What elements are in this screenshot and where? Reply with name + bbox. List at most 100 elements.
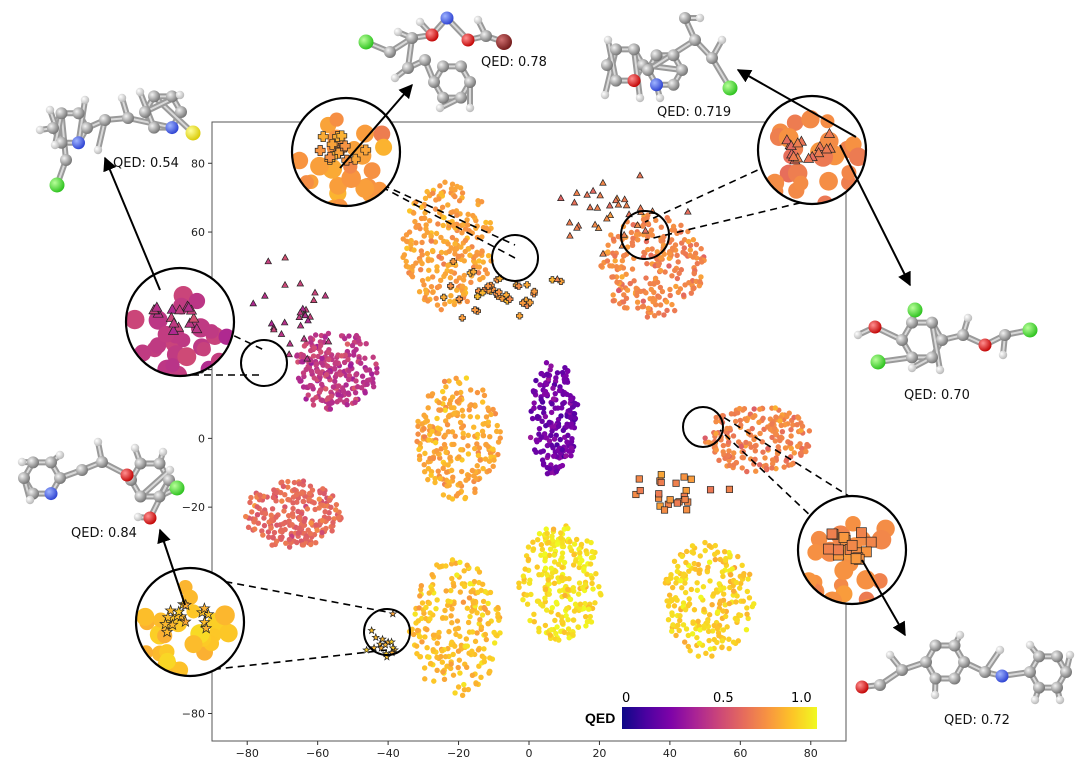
cluster-8-point	[570, 631, 576, 638]
cluster-7-point	[270, 535, 276, 541]
cluster-10-point	[455, 684, 462, 690]
cluster-2-point	[648, 252, 654, 258]
cluster-5-point	[458, 425, 465, 431]
atom-h	[117, 93, 127, 103]
cluster-7-point	[290, 505, 296, 512]
molecule-6	[855, 630, 1075, 705]
square-marker	[655, 490, 663, 498]
cluster-2-point	[647, 230, 653, 236]
cluster-5-point	[487, 433, 493, 440]
cluster-4-point	[548, 409, 555, 416]
inset-point	[196, 342, 211, 357]
cluster-8-point	[584, 619, 591, 625]
plus-marker	[471, 306, 479, 314]
inset-border	[134, 566, 246, 678]
cluster-6-point	[760, 415, 766, 422]
atom-c	[406, 32, 418, 44]
cluster-7-point	[247, 499, 253, 506]
cluster-5-point	[450, 474, 456, 480]
cluster-9-point	[702, 547, 708, 554]
cluster-1-point	[403, 232, 410, 238]
cluster-2-point	[686, 280, 692, 286]
cluster-10-point	[475, 589, 481, 596]
cluster-5-point	[447, 455, 453, 461]
cluster-4-point	[553, 468, 560, 475]
bond-highlight	[139, 469, 171, 498]
cluster-6-point	[806, 428, 813, 434]
cluster-1-point	[429, 274, 436, 280]
cluster-9-point	[721, 548, 728, 555]
cluster-9-point	[703, 650, 709, 657]
cluster-5-point	[474, 441, 480, 447]
cluster-9-point	[735, 553, 741, 560]
cluster-4-point	[551, 436, 558, 442]
cluster-9-point	[719, 638, 725, 644]
cluster-9-point	[698, 594, 704, 601]
atom-c	[896, 334, 908, 346]
cluster-1-point	[446, 248, 452, 255]
cluster-4-point	[538, 434, 545, 441]
cluster-4-point	[550, 396, 557, 402]
cluster-4-point	[560, 427, 566, 434]
cluster-9-point	[670, 622, 676, 628]
cluster-2-point	[620, 253, 627, 259]
cluster-1-point	[404, 245, 410, 251]
atom-h	[655, 93, 665, 103]
zoom-guide-line	[189, 649, 388, 673]
cluster-4-point	[550, 385, 556, 391]
triangle-marker	[168, 317, 180, 328]
cluster-2-point	[667, 286, 673, 293]
cluster-9-point	[683, 548, 690, 555]
plus-marker	[530, 287, 538, 296]
cluster-4-point	[557, 463, 563, 470]
cluster-10-point	[456, 657, 463, 663]
cluster-9-point	[696, 570, 702, 576]
cluster-6-point	[756, 419, 762, 426]
cluster-9-point	[697, 553, 703, 559]
cluster-4-point	[564, 391, 570, 398]
cluster-2-point	[693, 241, 700, 248]
cluster-1-point	[401, 252, 408, 258]
cluster-4-point	[538, 449, 544, 455]
cluster-4-point	[542, 388, 549, 395]
cluster-1-point	[476, 258, 482, 264]
atom-h	[35, 125, 45, 135]
atom-c	[428, 76, 440, 88]
cluster-10-point	[449, 639, 455, 645]
cluster-8-point	[577, 601, 584, 607]
cluster-6-point	[735, 439, 742, 445]
square-marker	[673, 499, 681, 507]
cluster-7-point	[268, 516, 275, 523]
cluster-9-point	[720, 591, 727, 597]
cluster-6-point	[752, 456, 758, 462]
cluster-5-point	[474, 414, 481, 420]
cluster-7-point	[268, 512, 274, 518]
cluster-1-point	[433, 230, 440, 237]
cluster-6-point	[763, 465, 770, 471]
cluster-9-point	[697, 627, 703, 633]
cluster-9-point	[696, 640, 703, 646]
cluster-6-point	[753, 468, 759, 474]
cluster-6-point	[730, 433, 737, 439]
atom-h	[935, 365, 945, 375]
cluster-2-point	[690, 254, 696, 260]
cluster-9-point	[664, 598, 670, 604]
x-tick-label: −40	[377, 747, 400, 758]
cluster-2-point	[685, 238, 692, 245]
cluster-7-point	[301, 522, 308, 528]
cluster-2-point	[661, 251, 667, 257]
plot-area	[212, 122, 846, 741]
cluster-7-point	[291, 486, 298, 493]
cluster-8-point	[525, 556, 532, 563]
cluster-5-point	[443, 384, 449, 390]
cluster-9-point	[726, 645, 732, 652]
molecule-2	[358, 11, 512, 113]
atom-c	[47, 122, 59, 134]
cluster-5-point	[474, 463, 480, 469]
star-marker	[198, 615, 211, 628]
atom-h	[995, 645, 1005, 655]
cluster-4-point	[543, 381, 550, 388]
cluster-4-point	[568, 396, 574, 403]
plus-marker	[449, 257, 457, 266]
cluster-5-point	[441, 441, 448, 448]
